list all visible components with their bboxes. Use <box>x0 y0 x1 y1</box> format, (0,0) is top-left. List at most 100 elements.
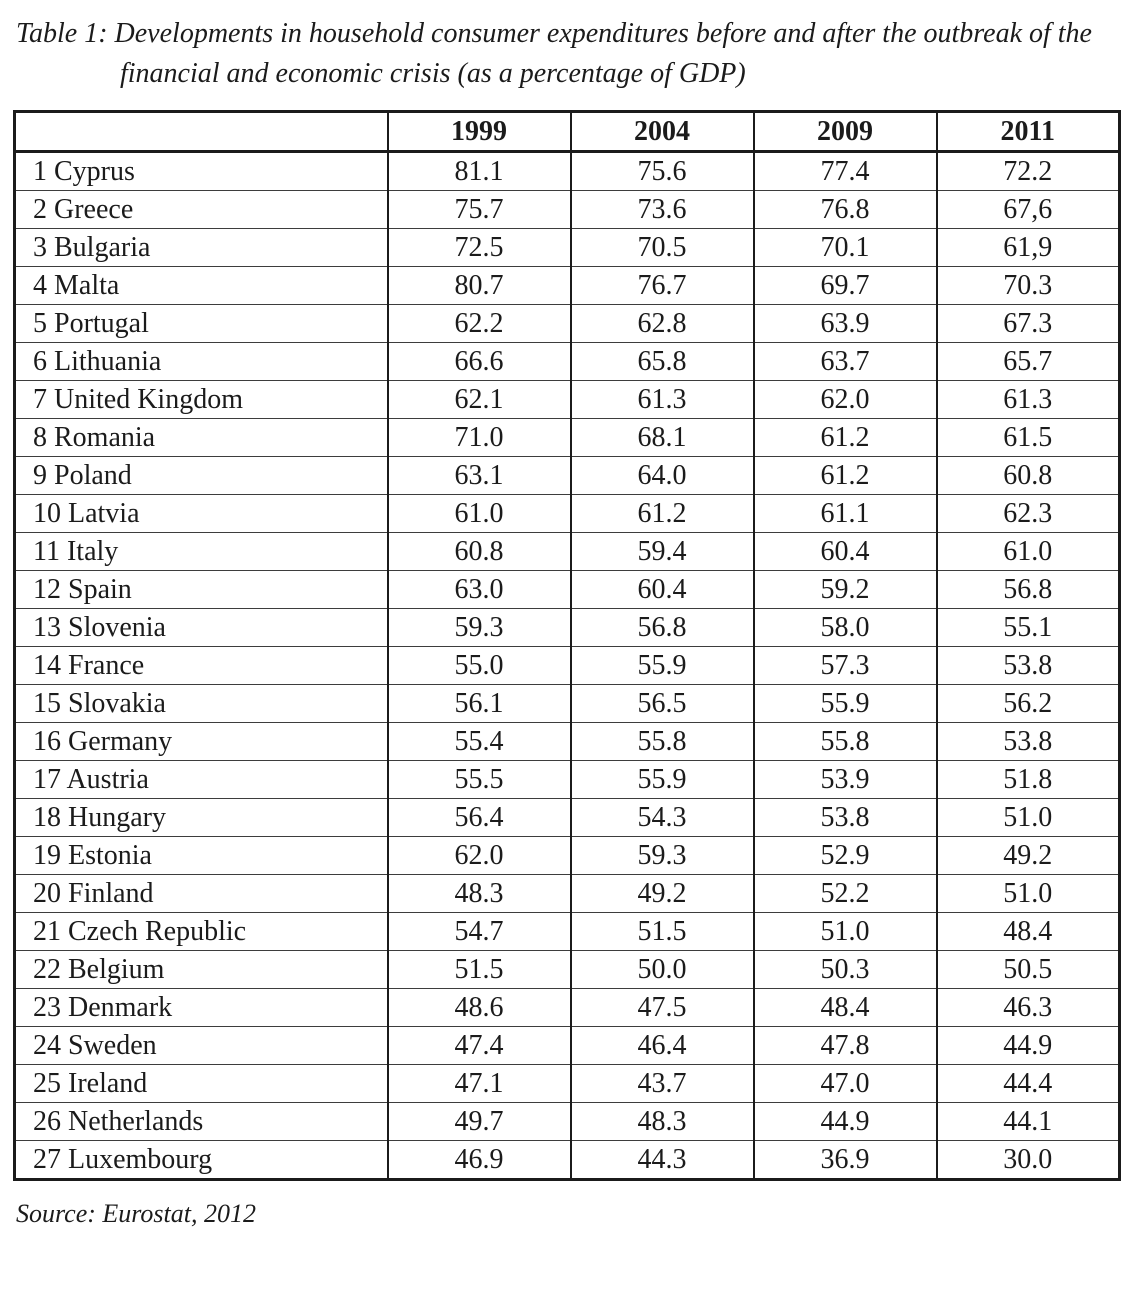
value-cell: 62.0 <box>752 380 937 419</box>
value-cell: 63.1 <box>386 456 571 495</box>
value-cell: 55.1 <box>935 608 1120 647</box>
value-cell: 73.6 <box>569 190 754 229</box>
country-cell: 19 Estonia <box>14 836 388 875</box>
country-cell: 26 Netherlands <box>14 1102 388 1141</box>
caption-line-2: financial and economic crisis (as a perc… <box>120 58 746 89</box>
value-cell: 61.3 <box>935 380 1120 419</box>
country-cell: 27 Luxembourg <box>14 1140 388 1180</box>
country-cell: 13 Slovenia <box>14 608 388 647</box>
source-note: Source: Eurostat, 2012 <box>16 1199 256 1228</box>
header-year-1999: 1999 <box>386 111 571 153</box>
country-cell: 2 Greece <box>14 190 388 229</box>
header-empty-cell <box>14 111 388 153</box>
value-cell: 56.5 <box>569 684 754 723</box>
country-cell: 20 Finland <box>14 874 388 913</box>
value-cell: 46.4 <box>569 1026 754 1065</box>
table-row: 20 Finland 48.3 49.2 52.2 51.0 <box>14 874 1120 913</box>
value-cell: 50.0 <box>569 950 754 989</box>
value-cell: 56.1 <box>386 684 571 723</box>
value-cell: 51.8 <box>935 760 1120 799</box>
value-cell: 47.1 <box>386 1064 571 1103</box>
table-row: 21 Czech Republic 54.7 51.5 51.0 48.4 <box>14 912 1120 951</box>
value-cell: 70.5 <box>569 228 754 267</box>
value-cell: 53.8 <box>935 646 1120 685</box>
country-cell: 21 Czech Republic <box>14 912 388 951</box>
table-row: 16 Germany 55.4 55.8 55.8 53.8 <box>14 722 1120 761</box>
value-cell: 59.3 <box>386 608 571 647</box>
table-row: 11 Italy 60.8 59.4 60.4 61.0 <box>14 532 1120 571</box>
value-cell: 75.6 <box>569 151 754 191</box>
table-row: 8 Romania 71.0 68.1 61.2 61.5 <box>14 418 1120 457</box>
value-cell: 65.8 <box>569 342 754 381</box>
value-cell: 51.0 <box>752 912 937 951</box>
table-row: 4 Malta 80.7 76.7 69.7 70.3 <box>14 266 1120 305</box>
value-cell: 62.8 <box>569 304 754 343</box>
value-cell: 77.4 <box>752 151 937 191</box>
value-cell: 55.0 <box>386 646 571 685</box>
table-row: 10 Latvia 61.0 61.2 61.1 62.3 <box>14 494 1120 533</box>
value-cell: 43.7 <box>569 1064 754 1103</box>
value-cell: 61.1 <box>752 494 937 533</box>
value-cell: 60.4 <box>569 570 754 609</box>
value-cell: 47.8 <box>752 1026 937 1065</box>
table-row: 3 Bulgaria 72.5 70.5 70.1 61,9 <box>14 228 1120 267</box>
value-cell: 47.4 <box>386 1026 571 1065</box>
country-cell: 24 Sweden <box>14 1026 388 1065</box>
value-cell: 61.2 <box>752 418 937 457</box>
value-cell: 65.7 <box>935 342 1120 381</box>
country-cell: 10 Latvia <box>14 494 388 533</box>
table-row: 9 Poland 63.1 64.0 61.2 60.8 <box>14 456 1120 495</box>
value-cell: 44.1 <box>935 1102 1120 1141</box>
value-cell: 75.7 <box>386 190 571 229</box>
country-cell: 18 Hungary <box>14 798 388 837</box>
table-row: 14 France 55.0 55.9 57.3 53.8 <box>14 646 1120 685</box>
table-row: 1 Cyprus 81.1 75.6 77.4 72.2 <box>14 151 1120 191</box>
value-cell: 48.3 <box>386 874 571 913</box>
value-cell: 52.9 <box>752 836 937 875</box>
value-cell: 48.3 <box>569 1102 754 1141</box>
value-cell: 63.0 <box>386 570 571 609</box>
value-cell: 61,9 <box>935 228 1120 267</box>
table-row: 22 Belgium 51.5 50.0 50.3 50.5 <box>14 950 1120 989</box>
value-cell: 44.9 <box>935 1026 1120 1065</box>
value-cell: 49.7 <box>386 1102 571 1141</box>
value-cell: 48.6 <box>386 988 571 1027</box>
value-cell: 67,6 <box>935 190 1120 229</box>
value-cell: 53.8 <box>935 722 1120 761</box>
value-cell: 47.0 <box>752 1064 937 1103</box>
value-cell: 72.2 <box>935 151 1120 191</box>
value-cell: 46.3 <box>935 988 1120 1027</box>
table-row: 25 Ireland 47.1 43.7 47.0 44.4 <box>14 1064 1120 1103</box>
country-cell: 15 Slovakia <box>14 684 388 723</box>
value-cell: 60.8 <box>935 456 1120 495</box>
country-cell: 9 Poland <box>14 456 388 495</box>
value-cell: 44.4 <box>935 1064 1120 1103</box>
table-caption: Table 1: Developments in household consu… <box>0 0 1130 94</box>
value-cell: 30.0 <box>935 1140 1120 1180</box>
table-body: 1 Cyprus 81.1 75.6 77.4 72.2 2 Greece 75.7 73.6… <box>14 151 1120 1180</box>
country-cell: 12 Spain <box>14 570 388 609</box>
value-cell: 70.1 <box>752 228 937 267</box>
country-cell: 4 Malta <box>14 266 388 305</box>
country-cell: 16 Germany <box>14 722 388 761</box>
value-cell: 81.1 <box>386 151 571 191</box>
value-cell: 61.5 <box>935 418 1120 457</box>
value-cell: 71.0 <box>386 418 571 457</box>
value-cell: 54.7 <box>386 912 571 951</box>
value-cell: 51.5 <box>386 950 571 989</box>
country-cell: 17 Austria <box>14 760 388 799</box>
country-cell: 8 Romania <box>14 418 388 457</box>
value-cell: 76.7 <box>569 266 754 305</box>
country-cell: 3 Bulgaria <box>14 228 388 267</box>
value-cell: 56.2 <box>935 684 1120 723</box>
value-cell: 70.3 <box>935 266 1120 305</box>
value-cell: 63.9 <box>752 304 937 343</box>
country-cell: 25 Ireland <box>14 1064 388 1103</box>
value-cell: 50.5 <box>935 950 1120 989</box>
value-cell: 48.4 <box>752 988 937 1027</box>
country-cell: 22 Belgium <box>14 950 388 989</box>
expenditure-table: 1999 2004 2009 2011 1 Cyprus 81.1 75.6 77.4… <box>13 110 1121 1181</box>
value-cell: 49.2 <box>569 874 754 913</box>
value-cell: 76.8 <box>752 190 937 229</box>
value-cell: 67.3 <box>935 304 1120 343</box>
